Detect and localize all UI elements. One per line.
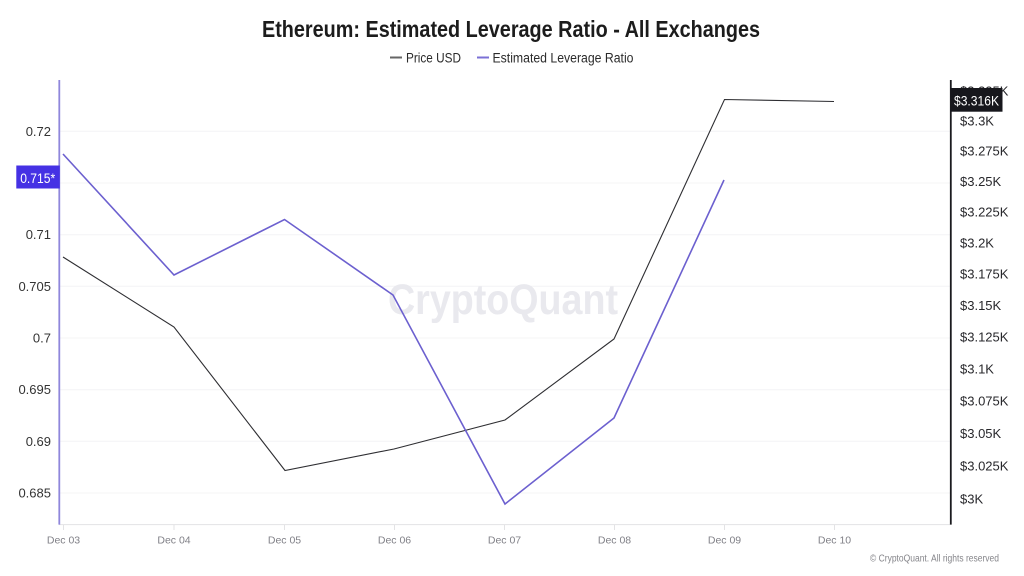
svg-text:0.72: 0.72: [26, 124, 51, 139]
svg-text:$3.175K: $3.175K: [960, 267, 1009, 282]
svg-text:CryptoQuant: CryptoQuant: [388, 276, 618, 324]
svg-text:Ethereum: Estimated Leverage R: Ethereum: Estimated Leverage Ratio - All…: [262, 16, 760, 42]
svg-text:$3.05K: $3.05K: [960, 426, 1002, 441]
svg-text:$3.275K: $3.275K: [960, 144, 1009, 159]
svg-text:0.685: 0.685: [18, 486, 51, 501]
svg-text:Dec 10: Dec 10: [818, 535, 851, 547]
svg-text:Dec 06: Dec 06: [378, 535, 411, 547]
svg-text:Dec 09: Dec 09: [708, 535, 741, 547]
svg-text:0.695: 0.695: [18, 382, 51, 397]
svg-text:$3.1K: $3.1K: [960, 361, 994, 376]
svg-text:$3.15K: $3.15K: [960, 298, 1002, 313]
svg-text:Dec 08: Dec 08: [598, 535, 631, 547]
svg-text:Dec 04: Dec 04: [157, 535, 190, 547]
svg-text:0.715*: 0.715*: [20, 171, 56, 186]
svg-text:0.7: 0.7: [33, 331, 51, 346]
svg-text:$3.25K: $3.25K: [960, 174, 1002, 189]
svg-text:Dec 05: Dec 05: [268, 535, 301, 547]
svg-text:$3.225K: $3.225K: [960, 205, 1009, 220]
svg-text:$3.2K: $3.2K: [960, 236, 994, 251]
svg-text:Price USD: Price USD: [406, 51, 461, 66]
svg-text:© CryptoQuant. All rights rese: © CryptoQuant. All rights reserved: [870, 554, 999, 565]
svg-text:Dec 07: Dec 07: [488, 535, 521, 547]
svg-text:0.69: 0.69: [26, 434, 51, 449]
svg-text:$3.075K: $3.075K: [960, 394, 1009, 409]
svg-text:Estimated Leverage Ratio: Estimated Leverage Ratio: [493, 51, 634, 66]
svg-text:$3.316K: $3.316K: [954, 93, 999, 108]
svg-text:Dec 03: Dec 03: [47, 535, 80, 547]
svg-text:$3.3K: $3.3K: [960, 114, 994, 129]
svg-text:0.705: 0.705: [18, 279, 51, 294]
svg-text:$3K: $3K: [960, 491, 983, 506]
svg-text:$3.125K: $3.125K: [960, 330, 1009, 345]
svg-text:0.71: 0.71: [26, 227, 51, 242]
svg-text:$3.025K: $3.025K: [960, 459, 1009, 474]
